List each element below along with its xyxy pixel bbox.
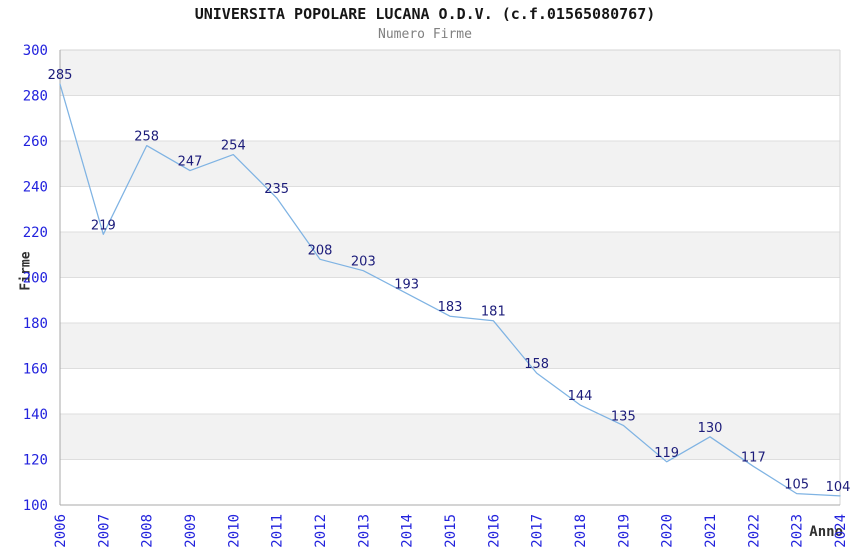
plot-band	[60, 141, 840, 187]
data-point-label: 135	[611, 409, 636, 424]
data-point-label: 104	[826, 480, 850, 495]
x-tick-label: 2018	[573, 514, 589, 548]
plot-band	[60, 50, 840, 96]
series-line	[59, 83, 841, 497]
chart-title: UNIVERSITA POPOLARE LUCANA O.D.V. (c.f.0…	[194, 5, 656, 23]
y-tick-label: 100	[23, 498, 48, 514]
x-tick-label: 2015	[443, 514, 459, 548]
y-tick-label: 200	[23, 271, 48, 287]
x-tick-label: 2012	[313, 514, 329, 548]
plot-band	[60, 323, 840, 369]
x-tick-labels: 2006 2007 2008 2009 2010 2011 2012 2013 2014 2015…	[53, 514, 849, 548]
y-tick-label: 260	[23, 134, 48, 150]
data-point-label: 258	[134, 130, 159, 145]
data-point-label: 235	[264, 182, 289, 197]
x-tick-label: 2007	[96, 514, 112, 548]
plot-bands	[60, 50, 840, 460]
x-tick-label: 2020	[660, 514, 676, 548]
x-tick-label: 2022	[746, 514, 762, 548]
data-point-label: 130	[698, 421, 723, 436]
axis-lines	[59, 49, 841, 506]
x-tick-label: 2006	[53, 514, 69, 548]
data-point-label: 181	[481, 305, 506, 320]
grid-lines	[60, 95, 840, 460]
y-tick-label: 220	[23, 225, 48, 241]
y-tick-label: 140	[23, 407, 48, 423]
y-tick-label: 280	[23, 89, 48, 105]
x-tick-label: 2014	[400, 514, 416, 548]
y-tick-label: 180	[23, 316, 48, 332]
x-tick-label: 2019	[616, 514, 632, 548]
data-point-label: 219	[91, 218, 116, 233]
data-point-label: 254	[221, 139, 246, 154]
data-point-label: 117	[741, 450, 766, 465]
x-tick-label: 2021	[703, 514, 719, 548]
y-tick-label: 160	[23, 362, 48, 378]
y-tick-labels: 100 120 140 160 180 200 220 240 260 280 300	[23, 43, 48, 514]
data-point-label: 144	[568, 389, 593, 404]
x-tick-label: 2023	[790, 514, 806, 548]
plot-band	[60, 232, 840, 278]
data-point-label: 119	[654, 446, 679, 461]
x-tick-label: 2016	[486, 514, 502, 548]
x-tick-label: 2010	[226, 514, 242, 548]
data-point-label: 105	[784, 478, 809, 493]
x-tick-label: 2009	[183, 514, 199, 548]
data-point-label: 183	[438, 300, 463, 315]
x-tick-label: 2017	[530, 514, 546, 548]
data-point-label: 247	[178, 155, 203, 170]
chart-subtitle: Numero Firme	[378, 27, 472, 42]
data-point-label: 158	[524, 357, 549, 372]
data-point-label: 203	[351, 255, 376, 270]
data-point-label: 193	[394, 277, 419, 292]
data-point-label: 208	[308, 243, 333, 258]
x-axis-title: Anno	[809, 524, 843, 540]
plot-band	[60, 414, 840, 460]
x-tick-label: 2024	[833, 514, 849, 548]
y-tick-label: 300	[23, 43, 48, 59]
x-tick-label: 2013	[356, 514, 372, 548]
y-tick-label: 120	[23, 453, 48, 469]
data-point-label: 285	[48, 68, 73, 83]
x-tick-label: 2011	[270, 514, 286, 548]
x-tick-label: 2008	[140, 514, 156, 548]
y-tick-label: 240	[23, 180, 48, 196]
data-labels: 285 219 258 247 254 235 208 203 193 183 181 158 144 1…	[48, 68, 850, 495]
